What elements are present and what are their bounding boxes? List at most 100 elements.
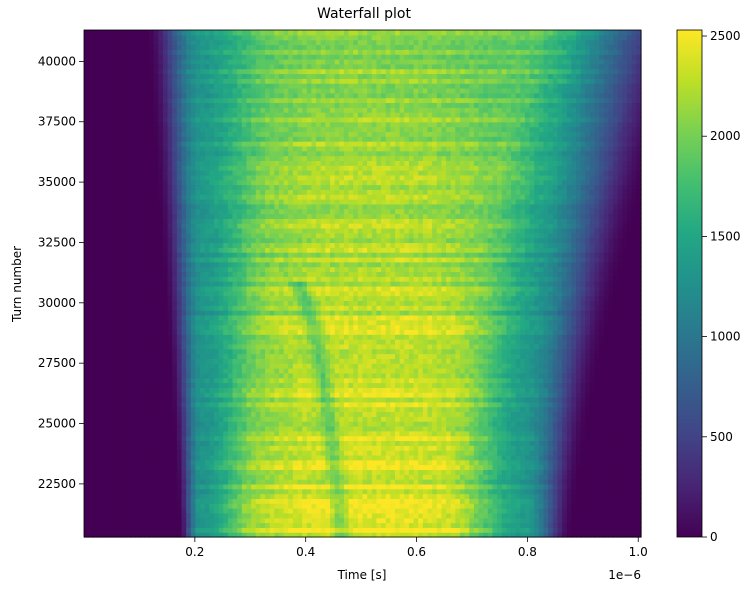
heatmap-cell <box>209 334 215 340</box>
heatmap-cell <box>334 498 340 504</box>
heatmap-cell <box>116 440 122 446</box>
heatmap-cell <box>524 508 531 514</box>
heatmap-cell <box>213 353 220 359</box>
heatmap-cell <box>302 377 308 384</box>
heatmap-cell <box>469 392 475 398</box>
heatmap-cell <box>534 387 540 393</box>
heatmap-cell <box>339 368 345 374</box>
heatmap-cell <box>223 474 229 480</box>
heatmap-cell <box>167 372 173 379</box>
heatmap-cell <box>473 459 480 466</box>
heatmap-cell <box>580 498 586 504</box>
heatmap-cell <box>139 368 145 374</box>
heatmap-cell <box>148 464 155 470</box>
heatmap-cell <box>422 392 429 398</box>
heatmap-cell <box>325 416 331 422</box>
heatmap-cell <box>195 479 201 485</box>
heatmap-cell <box>209 353 215 359</box>
heatmap-cell <box>529 522 535 528</box>
heatmap-cell <box>246 368 252 374</box>
heatmap-cell <box>478 372 484 379</box>
heatmap-cell <box>251 483 257 490</box>
heatmap-cell <box>190 421 196 427</box>
heatmap-cell <box>260 368 266 374</box>
heatmap-cell <box>330 464 336 470</box>
heatmap-cell <box>529 445 535 451</box>
heatmap-cell <box>371 425 378 432</box>
heatmap-cell <box>316 498 322 504</box>
heatmap-cell <box>404 353 410 359</box>
heatmap-cell <box>394 459 401 466</box>
heatmap-cell <box>422 339 429 345</box>
heatmap-cell <box>274 522 280 528</box>
heatmap-cell <box>418 372 424 379</box>
heatmap-cell <box>357 459 364 466</box>
heatmap-cell <box>418 363 424 369</box>
heatmap-cell <box>487 459 494 466</box>
heatmap-cell <box>441 508 447 514</box>
heatmap-cell <box>288 339 294 345</box>
heatmap-cell <box>367 406 373 413</box>
heatmap-cell <box>130 343 136 350</box>
heatmap-cell <box>121 483 127 490</box>
heatmap-cell <box>362 512 368 519</box>
heatmap-cell <box>603 435 610 442</box>
heatmap-cell <box>529 358 535 364</box>
heatmap-cell <box>130 358 136 364</box>
heatmap-cell <box>515 517 521 524</box>
heatmap-cell <box>278 339 285 345</box>
heatmap-cell <box>599 343 605 350</box>
heatmap-cell <box>167 421 173 427</box>
heatmap-cell <box>492 416 498 422</box>
heatmap-cell <box>418 348 424 355</box>
heatmap-cell <box>93 339 99 345</box>
heatmap-cell <box>436 377 443 384</box>
heatmap-cell <box>84 469 90 475</box>
heatmap-cell <box>125 343 132 350</box>
heatmap-cell <box>413 401 419 408</box>
heatmap-cell <box>538 522 545 528</box>
heatmap-cell <box>260 334 266 340</box>
heatmap-cell <box>283 411 289 417</box>
heatmap-cell <box>102 406 108 413</box>
heatmap-cell <box>371 503 378 509</box>
heatmap-cell <box>274 401 280 408</box>
heatmap-cell <box>631 474 637 480</box>
heatmap-cell <box>176 401 183 408</box>
heatmap-cell <box>227 517 234 524</box>
heatmap-cell <box>255 454 261 461</box>
heatmap-cell <box>190 377 196 384</box>
heatmap-cell <box>506 348 512 355</box>
heatmap-cell <box>418 474 424 480</box>
heatmap-cell <box>255 479 261 485</box>
heatmap-cell <box>288 401 294 408</box>
heatmap-cell <box>548 377 554 384</box>
heatmap-cell <box>473 339 480 345</box>
heatmap-cell <box>506 435 512 442</box>
heatmap-cell <box>362 459 368 466</box>
heatmap-cell <box>88 406 94 413</box>
heatmap-cell <box>385 454 391 461</box>
heatmap-cell <box>515 348 521 355</box>
heatmap-cell <box>613 450 619 456</box>
heatmap-cell <box>478 479 484 485</box>
heatmap-cell <box>385 522 391 528</box>
heatmap-cell <box>209 421 215 427</box>
heatmap-cell <box>218 377 224 384</box>
heatmap-cell <box>97 503 104 509</box>
heatmap-cell <box>608 479 614 485</box>
heatmap-cell <box>130 522 136 528</box>
heatmap-cell <box>353 479 359 485</box>
heatmap-cell <box>557 358 563 364</box>
heatmap-cell <box>227 450 234 456</box>
heatmap-cell <box>283 440 289 446</box>
heatmap-cell <box>116 372 122 379</box>
heatmap-cell <box>404 479 410 485</box>
heatmap-cell <box>218 440 224 446</box>
heatmap-cell <box>348 368 354 374</box>
heatmap-cell <box>473 425 480 432</box>
heatmap-cell <box>292 450 299 456</box>
heatmap-cell <box>343 503 350 509</box>
heatmap-cell <box>260 459 266 466</box>
heatmap-cell <box>552 348 559 355</box>
